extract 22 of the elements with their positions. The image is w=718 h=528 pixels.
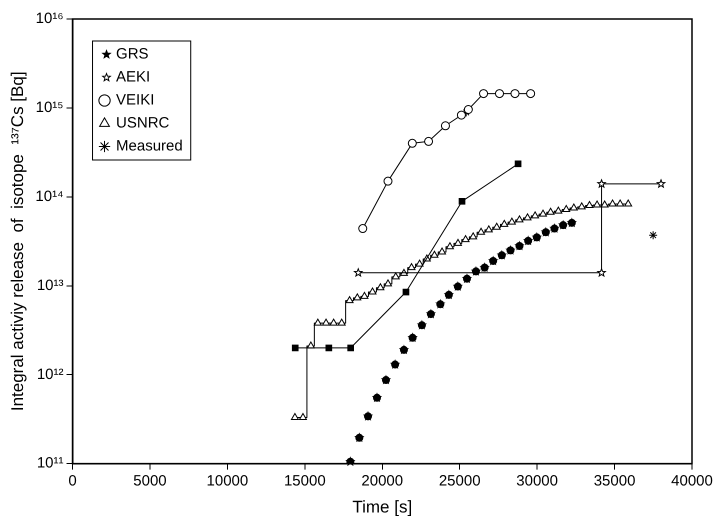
legend-label: GRS: [116, 46, 149, 63]
x-tick-label: 0: [68, 472, 77, 490]
y-tick-label: 10¹⁶: [36, 10, 64, 28]
y-tick-label: 10¹³: [36, 276, 64, 294]
x-tick-label: 15000: [284, 472, 326, 490]
x-tick-label: 40000: [671, 472, 713, 490]
x-tick-label: 30000: [516, 472, 558, 490]
x-tick-label: 25000: [438, 472, 481, 490]
legend-label: AEKI: [116, 68, 150, 86]
y-tick-label: 10¹¹: [36, 454, 64, 472]
y-axis-title: Integral activiy release of isotope ¹³⁷Cs [Bq]: [8, 71, 27, 412]
x-tick-label: 10000: [206, 472, 248, 490]
x-tick-label: 20000: [361, 472, 404, 490]
legend-label: Measured: [116, 138, 183, 155]
x-tick-label: 35000: [594, 472, 636, 490]
y-tick-label: 10¹²: [36, 366, 64, 383]
x-tick-label: 5000: [133, 472, 167, 490]
legend-label: VEIKI: [116, 92, 154, 109]
y-tick-label: 10¹⁴: [35, 188, 64, 205]
x-axis-title: Time [s]: [352, 497, 412, 516]
y-tick-label: 10¹⁵: [36, 99, 64, 116]
legend-label: USNRC: [116, 114, 170, 132]
